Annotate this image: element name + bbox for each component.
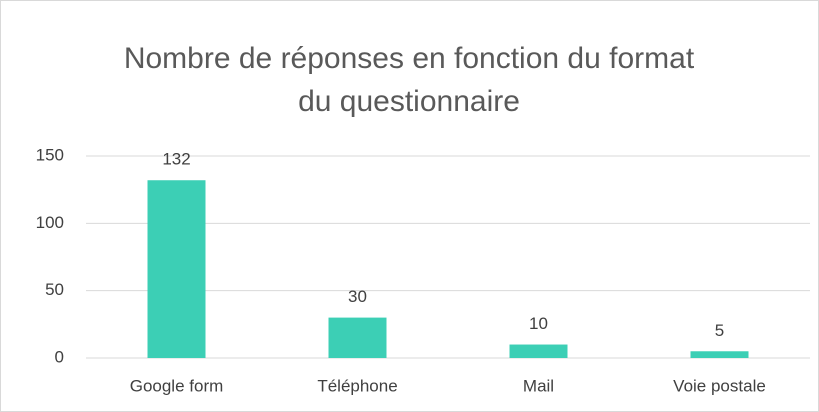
data-label: 10 <box>529 314 548 333</box>
bar <box>328 317 387 358</box>
bar <box>509 344 568 358</box>
y-tick-label: 150 <box>36 145 64 164</box>
y-tick-label: 100 <box>36 213 64 232</box>
y-tick-label: 0 <box>55 347 64 366</box>
x-tick-label: Mail <box>523 376 554 395</box>
x-tick-label: Voie postale <box>673 376 766 395</box>
data-label: 132 <box>162 150 190 169</box>
data-label: 30 <box>348 287 367 306</box>
x-tick-label: Google form <box>130 376 224 395</box>
chart-title: Nombre de réponses en fonction du format… <box>123 42 695 118</box>
y-tick-label: 50 <box>45 280 64 299</box>
data-label: 5 <box>715 321 724 340</box>
x-tick-label: Téléphone <box>317 376 397 395</box>
bar <box>147 180 206 358</box>
bar <box>690 351 749 358</box>
